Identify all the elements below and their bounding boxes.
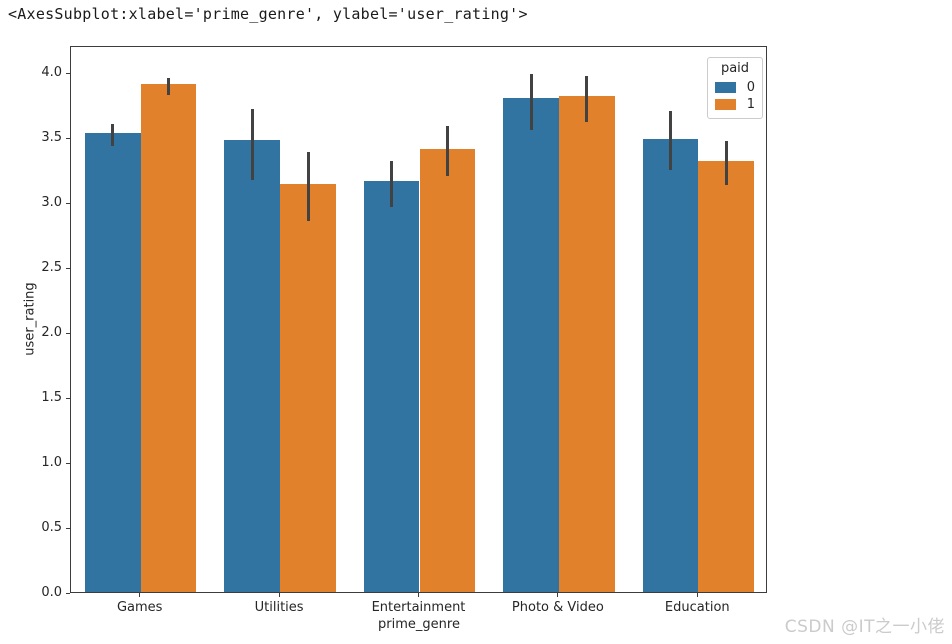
- bar-photo-video-paid-1: [558, 95, 615, 592]
- y-tick-label: 4.0: [41, 65, 62, 81]
- legend-swatch-paid-1: [715, 99, 736, 110]
- error-bar: [668, 110, 672, 171]
- x-tick-label: Utilities: [254, 600, 304, 615]
- y-tick-label: 1.0: [41, 455, 62, 471]
- x-tick-label: Entertainment: [371, 600, 466, 615]
- error-bar: [250, 109, 254, 180]
- x-tick-mark: [418, 593, 419, 597]
- bar-utilities-paid-0: [224, 139, 281, 592]
- bar-education-paid-0: [642, 138, 699, 592]
- bar-games-paid-1: [140, 84, 197, 592]
- error-bar: [529, 74, 533, 131]
- y-tick-label: 0.5: [41, 520, 62, 535]
- error-bar: [306, 152, 310, 222]
- y-tick-label: 3.5: [41, 130, 62, 146]
- bar-games-paid-0: [84, 133, 141, 592]
- x-tick-mark: [139, 593, 141, 597]
- csdn-watermark: CSDN @IT之一小佬: [784, 617, 945, 637]
- legend-entry-label: 0: [746, 80, 755, 95]
- y-tick-label: 1.5: [41, 390, 62, 406]
- x-tick-mark: [696, 593, 698, 597]
- x-tick-label: Photo & Video: [511, 600, 604, 615]
- x-axis-label: prime_genre: [378, 617, 460, 632]
- bar-photo-video-paid-0: [503, 98, 559, 592]
- y-tick-label: 2.5: [41, 260, 62, 276]
- x-tick-mark: [557, 593, 559, 597]
- x-tick-label: Education: [664, 600, 730, 615]
- legend-title: paid: [720, 61, 750, 76]
- legend-entry-paid-1: 1: [715, 96, 755, 113]
- x-tick-mark: [278, 593, 280, 597]
- error-bar: [585, 75, 589, 123]
- legend-entry-label: 1: [746, 97, 755, 112]
- bar-education-paid-1: [698, 160, 755, 592]
- legend-swatch-paid-0: [715, 82, 736, 93]
- bar-utilities-paid-1: [280, 184, 336, 592]
- error-bar: [167, 78, 171, 96]
- error-bar: [390, 161, 394, 207]
- y-axis-label: user_rating: [22, 282, 38, 356]
- y-tick-label: 0.0: [41, 585, 62, 600]
- legend-entry-paid-0: 0: [715, 79, 755, 96]
- repl-output-line: <AxesSubplot:xlabel='prime_genre', ylabe…: [8, 5, 528, 23]
- y-tick-label: 3.0: [41, 195, 62, 211]
- error-bar: [445, 126, 449, 176]
- x-tick-label: Games: [116, 600, 163, 615]
- error-bar: [724, 140, 728, 185]
- bar-entertainment-paid-1: [419, 148, 476, 592]
- error-bar: [111, 123, 115, 146]
- bar-entertainment-paid-0: [363, 181, 420, 592]
